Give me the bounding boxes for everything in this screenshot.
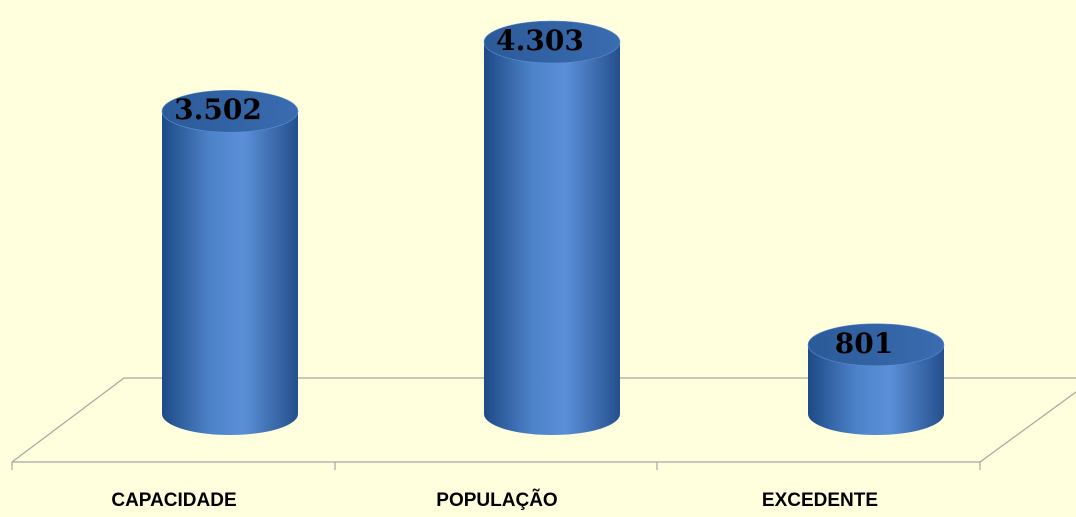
bar-top <box>807 323 945 367</box>
value-label: 3.502 <box>174 93 262 126</box>
value-label: 801 <box>835 327 893 360</box>
value-label: 4.303 <box>496 24 584 57</box>
value-labels: 3.502 4.303 801 <box>174 24 893 360</box>
bar-body <box>808 344 944 435</box>
bar-body <box>484 42 620 435</box>
bar-body <box>162 111 298 435</box>
bar-top <box>483 20 621 64</box>
bar-capacidade <box>161 89 299 435</box>
category-label: CAPACIDADE <box>111 490 236 511</box>
bar-excedente <box>807 323 945 435</box>
category-labels: CAPACIDADE POPULAÇÃO EXCEDENTE <box>111 489 878 511</box>
bar-series <box>161 20 945 435</box>
category-label: POPULAÇÃO <box>436 489 557 511</box>
bar-populacao <box>483 20 621 435</box>
chart-floor <box>11 377 1076 470</box>
bar-top <box>161 89 299 133</box>
category-label: EXCEDENTE <box>762 490 878 511</box>
